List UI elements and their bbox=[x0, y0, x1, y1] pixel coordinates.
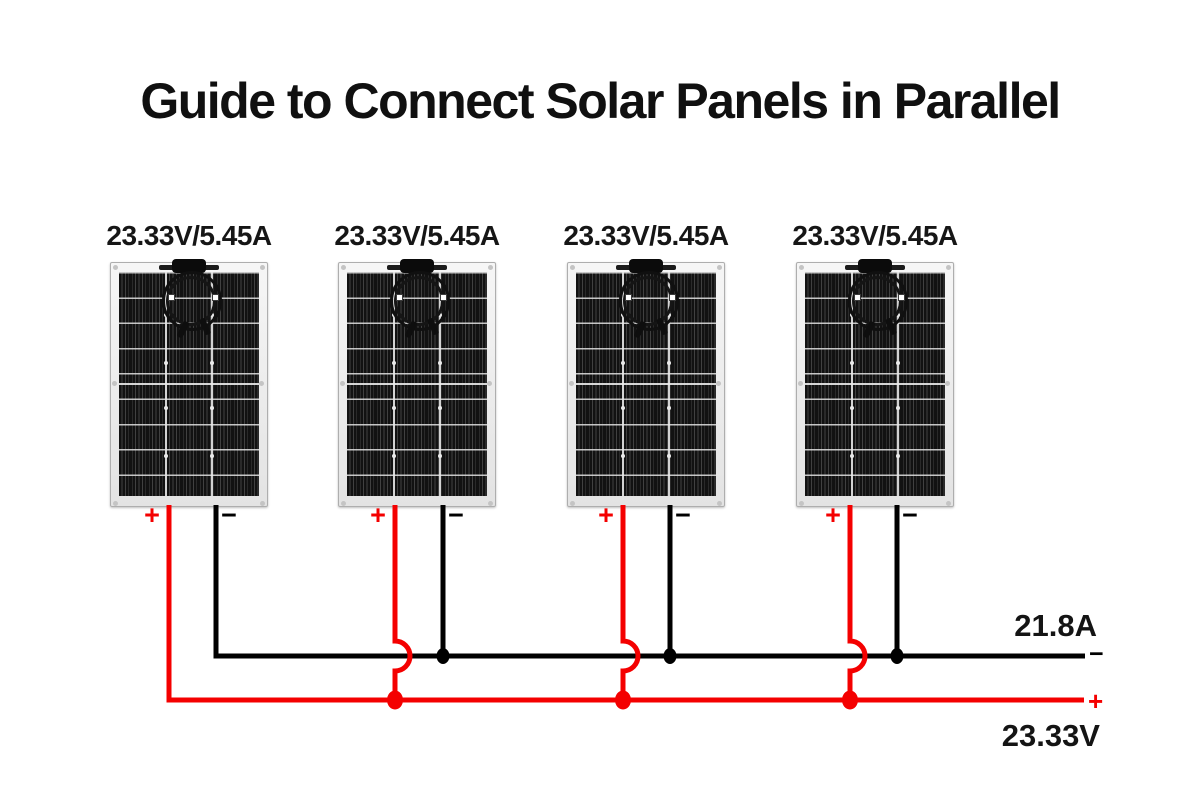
cable-clip bbox=[212, 294, 219, 301]
panel-4-positive-wire bbox=[847, 505, 868, 700]
diagram-title: Guide to Connect Solar Panels in Paralle… bbox=[140, 73, 1061, 129]
cable-clip bbox=[898, 294, 905, 301]
negative-junction-dot bbox=[890, 648, 904, 664]
cable-coil bbox=[848, 271, 908, 331]
solar-panel-2 bbox=[338, 259, 496, 507]
negative-bus-wire bbox=[213, 505, 1085, 659]
grommet-holes bbox=[113, 265, 118, 270]
solar-panel-4 bbox=[796, 259, 954, 507]
junction-box bbox=[858, 259, 892, 273]
positive-junction-dot bbox=[387, 690, 403, 710]
cable-clip bbox=[168, 294, 175, 301]
panel-2-positive-label: + bbox=[370, 500, 386, 530]
positive-bus-wire bbox=[166, 505, 1084, 703]
panel-1-rating-label: 23.33V/5.45A bbox=[106, 220, 272, 251]
cable-coil-inner bbox=[166, 276, 216, 326]
cable-clip bbox=[396, 294, 403, 301]
cable-clip bbox=[625, 294, 632, 301]
cable-coil-inner bbox=[394, 276, 444, 326]
output-current-label: 21.8A bbox=[1014, 608, 1097, 643]
grommet-holes bbox=[799, 265, 804, 270]
junction-box bbox=[629, 259, 663, 273]
solar-cell-grid bbox=[119, 272, 259, 496]
panel-4-negative-label: − bbox=[902, 500, 918, 530]
output-voltage-label: 23.33V bbox=[1001, 718, 1100, 753]
grommet-holes bbox=[570, 265, 575, 270]
cell-midline bbox=[347, 383, 487, 385]
cable-coil-inner bbox=[623, 276, 673, 326]
positive-terminal-label: + bbox=[1088, 686, 1104, 716]
cable-clip bbox=[440, 294, 447, 301]
cell-midline bbox=[805, 383, 945, 385]
cable-coil bbox=[619, 271, 679, 331]
solar-panel-3 bbox=[567, 259, 725, 507]
junction-box bbox=[172, 259, 206, 273]
cable-coil bbox=[162, 271, 222, 331]
negative-junction-dot bbox=[663, 648, 677, 664]
positive-junction-dot bbox=[615, 690, 631, 710]
junction-box bbox=[400, 259, 434, 273]
cell-midline bbox=[576, 383, 716, 385]
panel-4-positive-label: + bbox=[825, 500, 841, 530]
panel-3-positive-label: + bbox=[598, 500, 614, 530]
grommet-holes bbox=[341, 265, 346, 270]
panel-3-rating-label: 23.33V/5.45A bbox=[563, 220, 729, 251]
panel-3-negative-label: − bbox=[675, 500, 691, 530]
panel-2-rating-label: 23.33V/5.45A bbox=[334, 220, 500, 251]
cable-clip bbox=[669, 294, 676, 301]
panel-2-negative-label: − bbox=[448, 500, 464, 530]
panel-1-positive-label: + bbox=[144, 500, 160, 530]
solar-panel-1 bbox=[110, 259, 268, 507]
panel-2-positive-wire bbox=[392, 505, 413, 700]
cell-midline bbox=[119, 383, 259, 385]
panel-1-negative-label: − bbox=[221, 500, 237, 530]
panel-4-rating-label: 23.33V/5.45A bbox=[792, 220, 958, 251]
solar-cell-grid bbox=[805, 272, 945, 496]
panel-3-positive-wire bbox=[620, 505, 641, 700]
negative-terminal-label: − bbox=[1089, 640, 1104, 668]
negative-junction-dot bbox=[436, 648, 450, 664]
cable-coil-inner bbox=[852, 276, 902, 326]
cable-coil bbox=[390, 271, 450, 331]
positive-junction-dot bbox=[842, 690, 858, 710]
cable-clip bbox=[854, 294, 861, 301]
